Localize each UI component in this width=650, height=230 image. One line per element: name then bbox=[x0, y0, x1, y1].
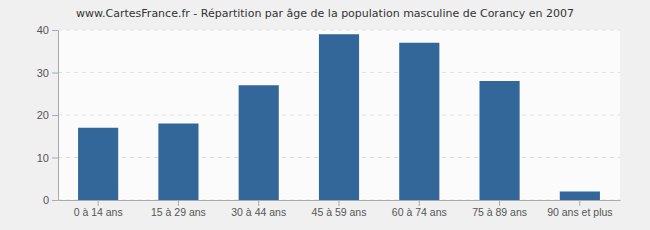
x-tick-label: 0 à 14 ans bbox=[74, 206, 123, 218]
x-tick: 75 à 89 ans bbox=[472, 200, 527, 218]
y-tick-label: 40 bbox=[37, 24, 49, 36]
x-tick-label: 30 à 44 ans bbox=[231, 206, 286, 218]
x-tick: 30 à 44 ans bbox=[231, 200, 286, 218]
x-tick: 45 à 59 ans bbox=[312, 200, 367, 218]
y-tick-mark bbox=[52, 30, 58, 31]
bar bbox=[78, 128, 118, 200]
bar bbox=[319, 34, 359, 200]
y-tick: 20 bbox=[37, 109, 58, 121]
y-tick: 10 bbox=[37, 152, 58, 164]
x-tick: 90 ans et plus bbox=[547, 200, 612, 218]
y-tick-mark bbox=[52, 115, 58, 116]
x-tick-label: 75 à 89 ans bbox=[472, 206, 527, 218]
y-tick-label: 20 bbox=[37, 109, 49, 121]
chart: www.CartesFrance.fr - Répartition par âg… bbox=[0, 0, 650, 230]
bars bbox=[78, 34, 600, 200]
x-tick-label: 45 à 59 ans bbox=[312, 206, 367, 218]
x-tick-mark bbox=[499, 200, 500, 206]
y-tick-label: 30 bbox=[37, 67, 49, 79]
y-tick: 40 bbox=[37, 24, 58, 36]
x-tick: 0 à 14 ans bbox=[74, 200, 123, 218]
y-tick-mark bbox=[52, 200, 58, 201]
bar bbox=[399, 43, 439, 200]
y-tick-label: 10 bbox=[37, 152, 49, 164]
x-tick-mark bbox=[178, 200, 179, 206]
y-tick-label: 0 bbox=[43, 194, 49, 206]
grid bbox=[58, 30, 620, 200]
title: www.CartesFrance.fr - Répartition par âg… bbox=[76, 7, 574, 20]
y-tick: 30 bbox=[37, 67, 58, 79]
x-axis: 0 à 14 ans 15 à 29 ans 30 à 44 ans 45 à 59 … bbox=[59, 200, 621, 218]
x-tick-mark bbox=[98, 200, 99, 206]
y-axis: 0 10 20 30 40 bbox=[37, 24, 59, 206]
x-tick-mark bbox=[579, 200, 580, 206]
x-tick-label: 90 ans et plus bbox=[547, 206, 612, 218]
y-tick: 0 bbox=[43, 194, 58, 206]
x-tick: 15 à 29 ans bbox=[151, 200, 206, 218]
plot-area bbox=[58, 30, 620, 200]
x-tick: 60 à 74 ans bbox=[392, 200, 447, 218]
x-tick-label: 60 à 74 ans bbox=[392, 206, 447, 218]
x-tick-label: 15 à 29 ans bbox=[151, 206, 206, 218]
x-tick-mark bbox=[419, 200, 420, 206]
x-tick-mark bbox=[258, 200, 259, 206]
bar bbox=[239, 85, 279, 200]
x-tick-mark bbox=[339, 200, 340, 206]
background bbox=[0, 0, 650, 230]
bar bbox=[158, 124, 198, 201]
bar bbox=[560, 192, 600, 201]
y-tick-mark bbox=[52, 158, 58, 159]
y-tick-mark bbox=[52, 73, 58, 74]
grid-line bbox=[58, 30, 620, 31]
axis-line bbox=[58, 31, 59, 201]
bar bbox=[480, 81, 520, 200]
